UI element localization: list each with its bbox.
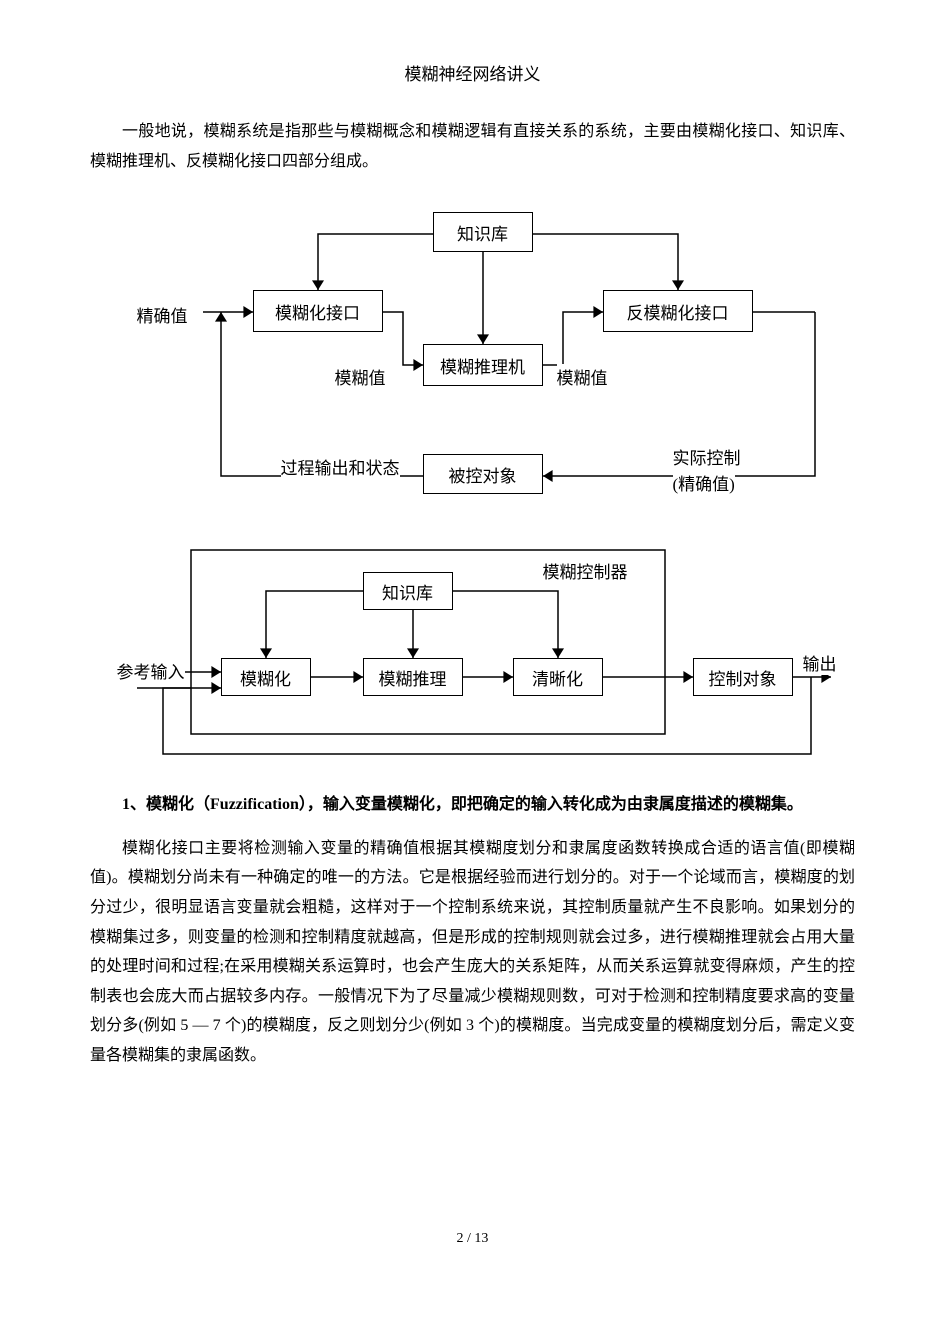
label-out_state: 过程输出和状态 [281,454,400,479]
document-page: 模糊神经网络讲义 一般地说，模糊系统是指那些与模糊概念和模糊逻辑有直接关系的系统… [0,0,945,1287]
label-out: 输出 [803,650,837,675]
node-fuzz: 模糊化接口 [253,290,383,332]
page-footer: 2 / 13 [90,1231,855,1247]
label-actual_ctrl: 实际控制 [673,444,741,469]
label-fuzzy2: 模糊值 [557,364,608,389]
node-plant: 被控对象 [423,454,543,494]
label-fuzzy1: 模糊值 [335,364,386,389]
node-defuzz: 反模糊化接口 [603,290,753,332]
node-kb: 知识库 [363,572,453,610]
page-title: 模糊神经网络讲义 [90,60,855,85]
fuzzy-system-diagram: 知识库模糊化接口 反模糊化接口模糊推理机被控对象 精确值模糊值 模糊值过程输出和状态 实… [113,194,833,514]
node-infer: 模糊推理 [363,658,463,696]
label-precise_in: 精确值 [137,302,188,327]
section-heading: 1、模糊化（Fuzzification），输入变量模糊化，即把确定的输入转化成为… [90,790,855,820]
label-precise_out: (精确值) [673,470,735,495]
node-plant: 控制对象 [693,658,793,696]
node-fuzz: 模糊化 [221,658,311,696]
fuzzy-controller-diagram: 知识库模糊化模糊推理清晰化控制对象参考输入模糊控制器输出 [113,532,833,772]
node-infer: 模糊推理机 [423,344,543,386]
section-rest: ），输入变量模糊化，即把确定的输入转化成为由隶属度描述的模糊集。 [299,796,803,813]
section-body: 模糊化接口主要将检测输入变量的精确值根据其模糊度划分和隶属度函数转换成合适的语言… [90,834,855,1071]
node-kb: 知识库 [433,212,533,252]
section-en: Fuzzification [210,796,299,813]
intro-paragraph: 一般地说，模糊系统是指那些与模糊概念和模糊逻辑有直接关系的系统，主要由模糊化接口… [90,117,855,176]
label-ref_in: 参考输入 [117,658,185,683]
section-number: 1、模糊化（ [122,796,210,813]
label-ctrl: 模糊控制器 [543,558,628,583]
node-crisp: 清晰化 [513,658,603,696]
